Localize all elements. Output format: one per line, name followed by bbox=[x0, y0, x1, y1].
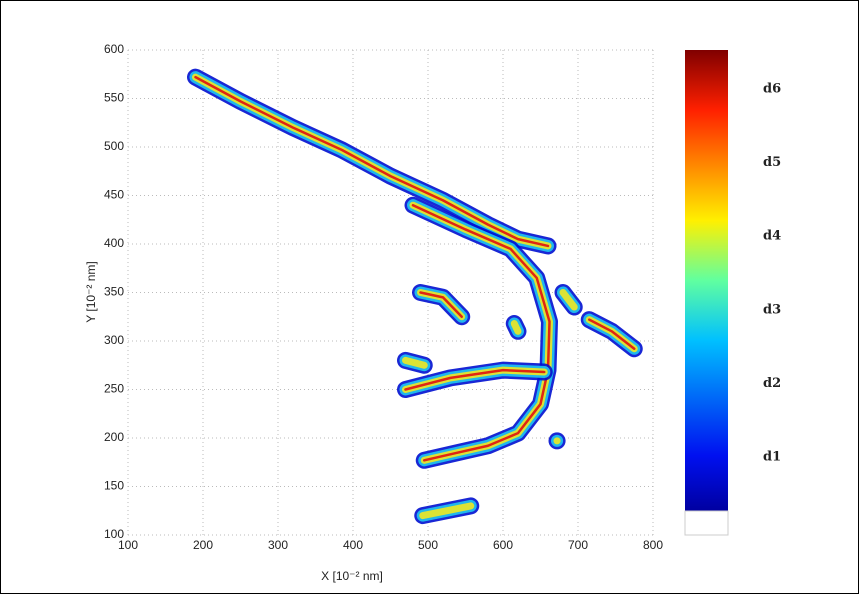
y-tick-label: 200 bbox=[104, 430, 124, 444]
y-axis-label: Y [10⁻² nm] bbox=[84, 261, 98, 322]
colorbar-label: d6 bbox=[763, 82, 781, 97]
x-tick-label: 200 bbox=[193, 538, 213, 552]
colorbar-label: d3 bbox=[763, 302, 781, 317]
colorbar-label: d1 bbox=[763, 450, 781, 465]
y-tick-label: 600 bbox=[104, 42, 124, 56]
colorbar bbox=[685, 50, 728, 511]
x-tick-label: 400 bbox=[343, 538, 363, 552]
y-tick-label: 500 bbox=[104, 139, 124, 153]
y-tick-label: 150 bbox=[104, 479, 124, 493]
chart: X [10⁻² nm] Y [10⁻² nm] 100 200 300 400 500 6… bbox=[0, 0, 859, 594]
y-tick-label: 100 bbox=[104, 527, 124, 541]
x-tick-label: 500 bbox=[418, 538, 438, 552]
colorbar-label: d5 bbox=[763, 155, 781, 170]
y-tick-label: 300 bbox=[104, 333, 124, 347]
x-tick-label: 700 bbox=[568, 538, 588, 552]
y-tick-label: 250 bbox=[104, 382, 124, 396]
colorbar-label: d2 bbox=[763, 376, 781, 391]
track bbox=[406, 360, 425, 365]
x-tick-label: 800 bbox=[643, 538, 663, 552]
x-tick-label: 300 bbox=[268, 538, 288, 552]
y-tick-label: 350 bbox=[104, 285, 124, 299]
y-tick-label: 400 bbox=[104, 236, 124, 250]
colorbar-label: d4 bbox=[763, 229, 781, 244]
x-tick-label: 600 bbox=[493, 538, 513, 552]
track bbox=[514, 324, 518, 332]
y-tick-label: 550 bbox=[104, 91, 124, 105]
y-tick-label: 450 bbox=[104, 188, 124, 202]
x-axis-label: X [10⁻² nm] bbox=[321, 569, 383, 583]
colorbar-base bbox=[685, 511, 728, 535]
